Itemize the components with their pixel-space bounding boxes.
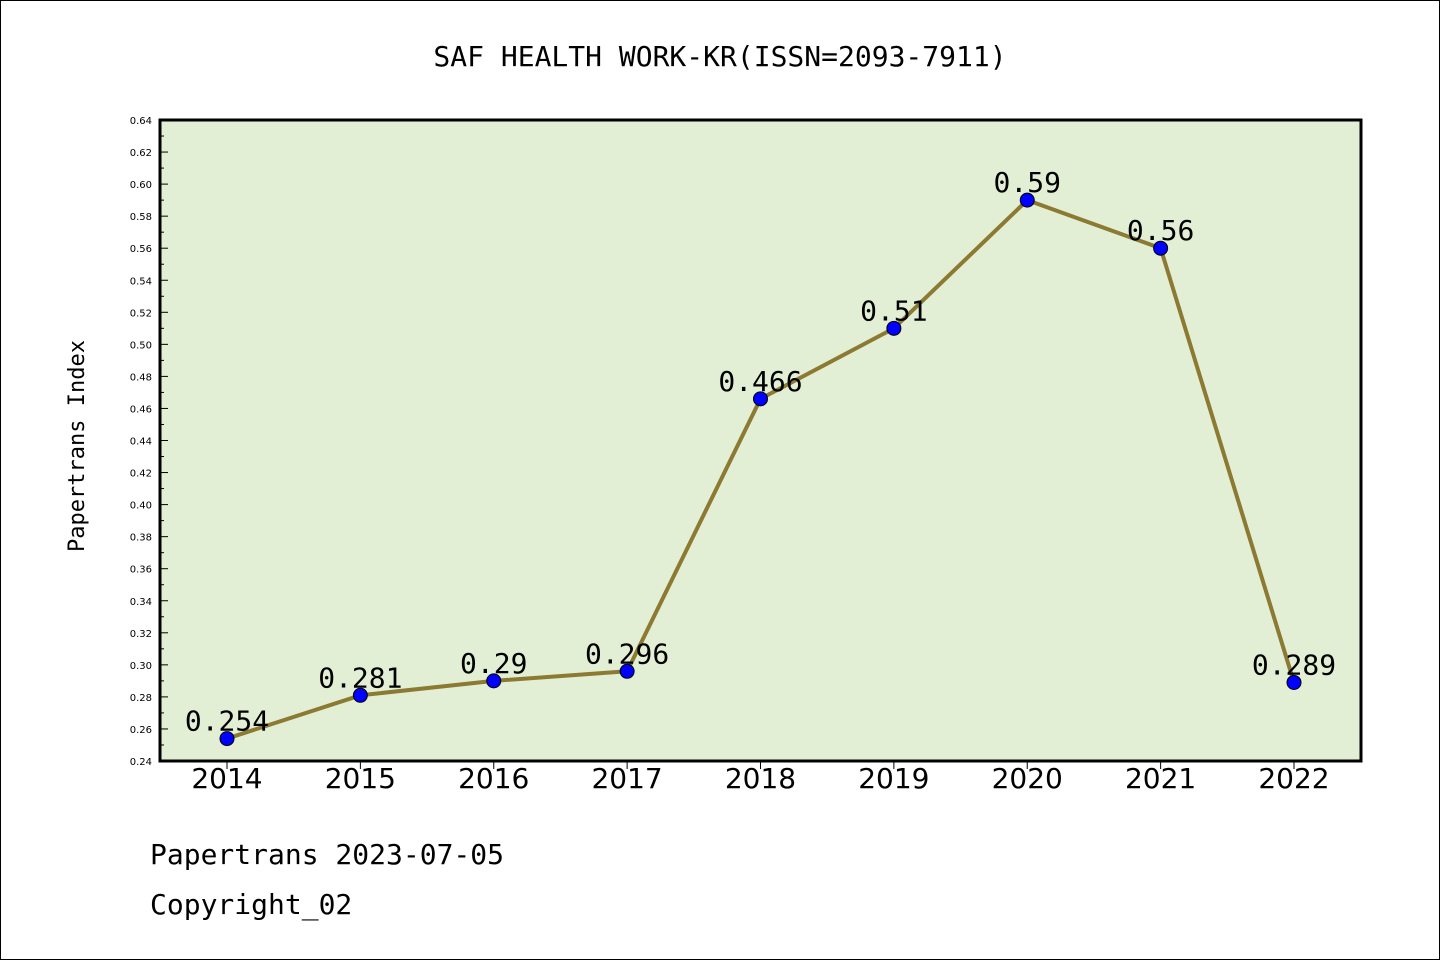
y-tick-label: 0.40 <box>130 501 152 512</box>
y-axis: 0.24 0.26 0.28 0.30 0.32 0.34 0.36 0.38 0.40 0.42… <box>130 116 168 768</box>
x-tick-label: 2019 <box>858 762 929 795</box>
data-label: 0.289 <box>1252 648 1336 681</box>
data-label: 0.296 <box>585 637 669 670</box>
data-point <box>352 687 368 703</box>
y-tick-label: 0.50 <box>130 340 152 351</box>
y-tick-label: 0.52 <box>130 308 152 319</box>
footer-copyright: Copyright_02 <box>150 888 352 922</box>
data-point <box>219 731 235 747</box>
data-point <box>486 673 502 689</box>
x-tick-label: 2021 <box>1125 762 1196 795</box>
data-label: 0.29 <box>460 647 527 680</box>
plot-area <box>160 120 1361 761</box>
data-point <box>753 391 768 407</box>
plot-border <box>158 118 1363 763</box>
y-tick-label: 0.64 <box>130 116 152 127</box>
y-tick-label: 0.56 <box>130 244 152 255</box>
x-tick-label: 2016 <box>458 762 529 795</box>
y-tick-label: 0.32 <box>130 629 152 640</box>
data-labels: 0.254 0.281 0.29 0.296 0.466 0.51 0.59 0.56 0.28… <box>185 166 1336 737</box>
x-tick-label: 2014 <box>191 762 262 795</box>
data-label: 0.59 <box>994 166 1061 199</box>
y-tick-label: 0.30 <box>130 661 152 672</box>
data-point <box>1153 240 1169 256</box>
y-tick-label: 0.38 <box>130 533 152 544</box>
y-tick-label: 0.28 <box>130 693 152 704</box>
x-tick-label: 2018 <box>725 762 796 795</box>
y-tick-label: 0.36 <box>130 565 152 576</box>
x-tick-label: 2022 <box>1258 762 1329 795</box>
data-label: 0.51 <box>860 294 927 327</box>
y-tick-label: 0.62 <box>130 148 152 159</box>
x-axis: 2014 2015 2016 2017 2018 2019 2020 2021 2022 <box>191 761 1330 795</box>
y-tick-label: 0.44 <box>130 437 152 448</box>
chart-title: SAF HEALTH WORK-KR(ISSN=2093-7911) <box>433 40 1006 73</box>
y-tick-label: 0.58 <box>130 212 152 223</box>
data-label: 0.281 <box>318 661 402 694</box>
x-tick-label: 2020 <box>992 762 1063 795</box>
x-tick-label: 2017 <box>591 762 662 795</box>
y-tick-label: 0.46 <box>130 404 152 415</box>
y-tick-label: 0.24 <box>130 757 152 768</box>
data-point <box>886 320 902 336</box>
x-tick-label: 2015 <box>325 762 396 795</box>
y-tick-label: 0.54 <box>130 276 152 287</box>
y-axis-label: Papertrans Index <box>65 340 90 552</box>
footer-date: Papertrans 2023-07-05 <box>150 838 504 871</box>
data-label: 0.254 <box>185 705 269 738</box>
series-layer <box>219 192 1302 747</box>
data-point <box>1286 674 1302 690</box>
data-label: 0.56 <box>1127 214 1194 247</box>
data-point <box>1019 192 1035 208</box>
y-tick-label: 0.60 <box>130 180 152 191</box>
data-label: 0.466 <box>718 365 802 398</box>
data-point <box>619 663 635 679</box>
y-tick-label: 0.48 <box>130 372 152 383</box>
y-tick-label: 0.26 <box>130 725 152 736</box>
y-tick-label: 0.42 <box>130 469 152 480</box>
y-tick-label: 0.34 <box>130 597 152 608</box>
